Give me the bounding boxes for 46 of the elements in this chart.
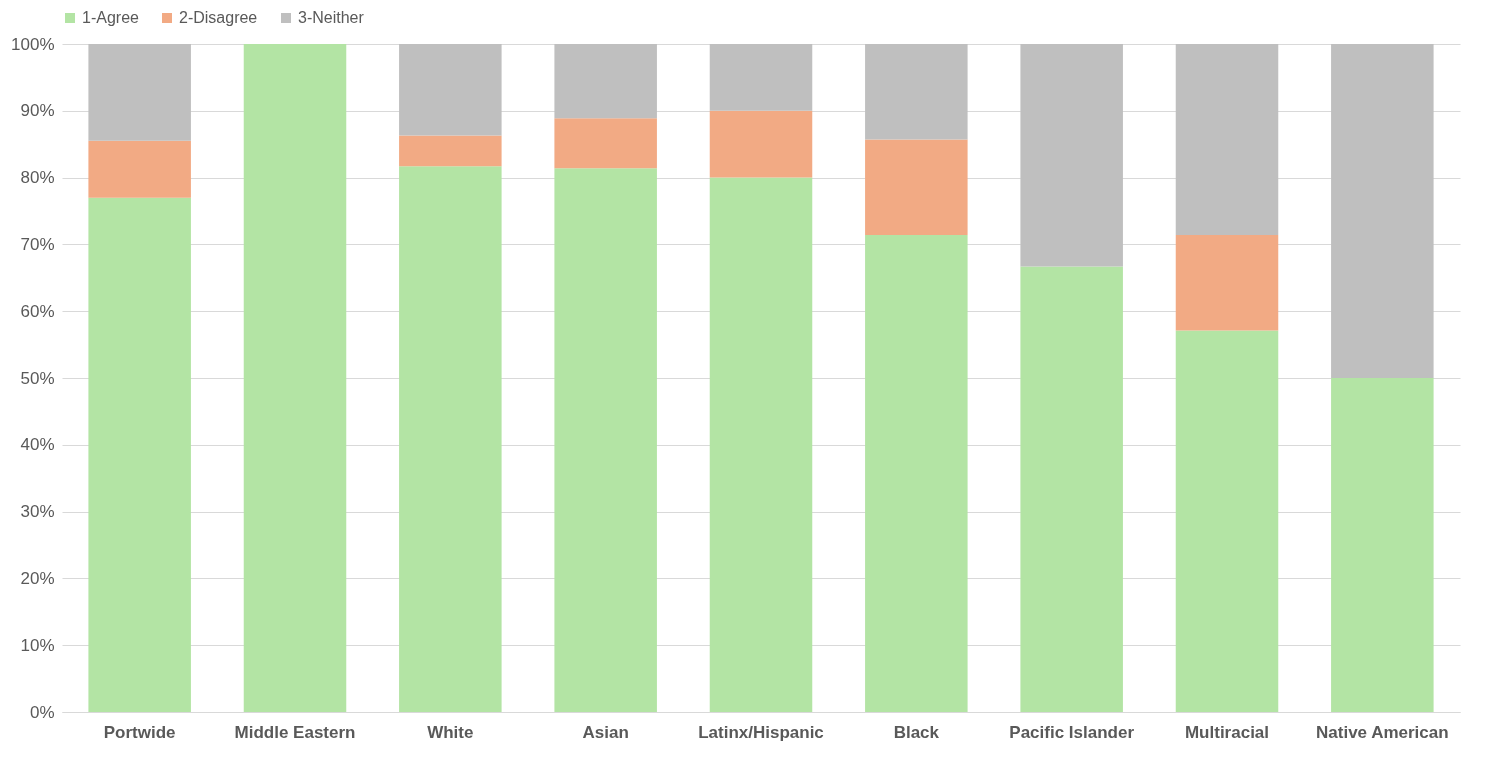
bar	[554, 168, 657, 712]
x-tick-label: Portwide	[103, 722, 176, 742]
bar	[1020, 266, 1123, 712]
y-tick-label: 0%	[29, 702, 55, 722]
bar	[554, 118, 657, 169]
x-tick-label: Latinx/Hispanic	[698, 722, 824, 742]
bar	[399, 135, 502, 167]
y-tick-label: 10%	[20, 635, 55, 655]
x-tick-label: Pacific Islander	[1009, 722, 1135, 742]
legend-label: 2-Disagree	[179, 9, 258, 26]
bar	[399, 166, 502, 712]
legend-label: 1-Agree	[82, 9, 140, 26]
bar	[1175, 330, 1279, 712]
bar	[399, 44, 502, 136]
bar	[865, 235, 968, 712]
x-tick-label: White	[427, 722, 474, 742]
bar	[865, 44, 968, 140]
y-tick-label: 70%	[20, 234, 55, 254]
y-tick-label: 90%	[20, 101, 55, 121]
bar	[865, 139, 968, 236]
bar	[1331, 44, 1434, 378]
x-tick-label: Middle Eastern	[234, 722, 356, 742]
bar	[1175, 44, 1279, 236]
x-tick-label: Asian	[582, 722, 629, 742]
bar	[554, 44, 657, 119]
bar	[1020, 44, 1123, 267]
bar	[88, 44, 191, 141]
x-tick-label: Native American	[1316, 722, 1449, 742]
legend-label: 3-Neither	[298, 9, 365, 26]
bar	[709, 44, 813, 111]
y-tick-label: 50%	[20, 368, 55, 388]
y-tick-label: 80%	[20, 168, 55, 188]
x-tick-label: Black	[893, 722, 940, 742]
y-tick-label: 40%	[20, 435, 55, 455]
bar	[243, 44, 347, 712]
y-tick-label: 30%	[20, 502, 55, 522]
bar	[709, 177, 813, 712]
bar	[709, 110, 813, 178]
bar	[88, 197, 191, 712]
y-tick-label: 60%	[20, 301, 55, 321]
y-tick-label: 100%	[11, 34, 55, 54]
bar	[88, 140, 191, 198]
bar	[1331, 378, 1434, 712]
bar	[1175, 235, 1279, 331]
y-tick-label: 20%	[20, 568, 55, 588]
x-tick-label: Multiracial	[1184, 722, 1270, 742]
